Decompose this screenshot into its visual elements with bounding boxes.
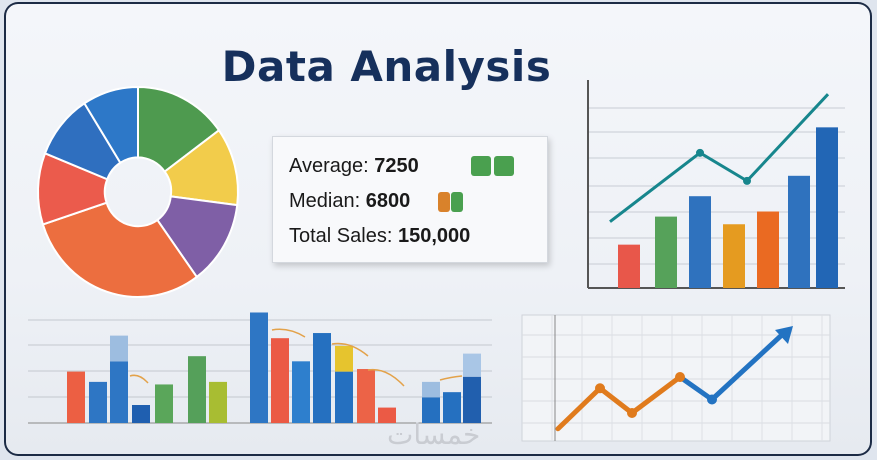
bar — [689, 196, 711, 288]
bar — [463, 376, 481, 423]
line-segment — [555, 385, 603, 432]
line-segment — [597, 385, 635, 416]
bar — [110, 361, 128, 423]
average-swatch-1 — [471, 156, 491, 176]
bar-stack — [110, 335, 128, 362]
bar — [209, 381, 227, 423]
line-point — [595, 383, 605, 394]
bar-chart — [28, 312, 492, 424]
total-sales-stat: Total Sales: 150,000 — [289, 225, 470, 248]
donut-chart — [37, 85, 239, 298]
bar — [443, 392, 461, 423]
line-segment — [709, 329, 788, 402]
bar — [313, 333, 331, 423]
trend-squiggle — [129, 374, 149, 384]
trend-squiggle — [271, 328, 306, 338]
median-swatch-2 — [451, 192, 463, 212]
donut-slice — [137, 85, 221, 174]
bar — [292, 361, 310, 423]
watermark: خمسات — [387, 418, 481, 451]
bar — [757, 211, 779, 288]
line-point — [675, 372, 685, 382]
median-stat: Median: 6800 — [289, 190, 410, 213]
total-sales-label: Total Sales: — [289, 225, 393, 247]
bar — [618, 244, 640, 288]
bar — [67, 371, 85, 423]
bar — [816, 127, 838, 288]
bar — [335, 371, 353, 423]
average-value: 7250 — [374, 155, 419, 177]
trend-squiggle — [367, 368, 405, 387]
line-segment — [677, 374, 715, 402]
line-point — [707, 394, 717, 405]
trend-line — [609, 93, 830, 223]
line-chart — [521, 314, 831, 442]
line-point — [743, 176, 751, 185]
line-point — [696, 148, 704, 157]
bar-stack — [335, 345, 353, 372]
bar — [188, 356, 206, 423]
line-point — [627, 408, 637, 418]
page-title: Data Analysis — [0, 42, 877, 91]
average-label: Average: — [289, 155, 369, 177]
bar — [89, 381, 107, 423]
bar-stack — [463, 353, 481, 377]
bar — [655, 216, 677, 288]
donut-slice — [83, 85, 139, 165]
bar — [155, 384, 173, 423]
bar — [357, 369, 375, 423]
bar — [250, 312, 268, 423]
donut-slice — [41, 201, 199, 298]
median-value: 6800 — [365, 190, 411, 212]
trend-squiggle — [331, 342, 369, 357]
stats-card: Average: 7250 Median: 6800 Total Sales: … — [272, 136, 548, 263]
bar — [378, 407, 396, 423]
average-swatch-2 — [494, 156, 514, 176]
bar — [132, 405, 150, 423]
trend-squiggle — [439, 375, 463, 381]
median-label: Median: — [289, 190, 361, 212]
median-swatch-1 — [438, 192, 450, 212]
line-segment — [629, 374, 683, 416]
arrow-head-icon — [775, 326, 793, 344]
bar-line-chart — [587, 80, 845, 289]
bar — [422, 397, 440, 423]
bar — [788, 175, 810, 288]
total-sales-value: 150,000 — [397, 225, 471, 247]
average-stat: Average: 7250 — [289, 155, 419, 178]
bar-stack — [422, 381, 440, 398]
bar — [271, 338, 289, 423]
bar — [723, 224, 745, 288]
title-text: Data Analysis — [221, 42, 552, 91]
donut-slice — [156, 195, 239, 279]
